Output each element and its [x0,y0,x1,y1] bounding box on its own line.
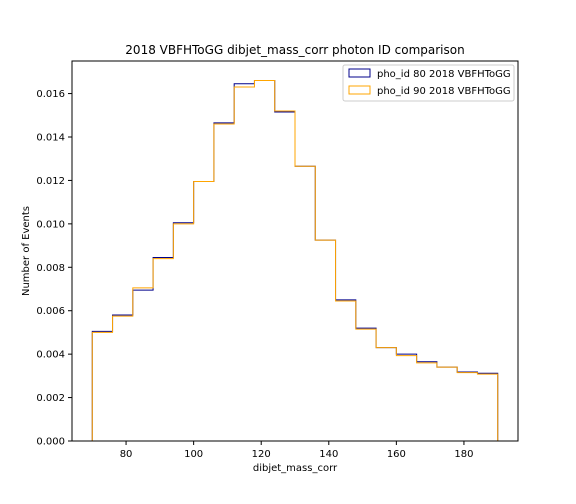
legend-label-pho-id-80: pho_id 80 2018 VBFHToGG [377,69,511,80]
histogram-series-1 [91,80,499,441]
legend-swatch-pho-id-90 [348,85,371,95]
x-tick-label: 140 [319,449,338,460]
x-tick-label: 160 [387,449,406,460]
plot-area [91,80,499,441]
y-tick-label: 0.016 [36,89,65,100]
y-tick-label: 0.014 [36,133,65,144]
x-tick-label: 100 [184,449,203,460]
axes-frame [71,60,519,442]
x-tick-label: 120 [252,449,271,460]
axis-ticks: 80 100 120 140 160 180 0.000 0.002 0.004 0.006 0.0… [36,89,473,460]
y-tick-label: 0.012 [36,176,65,187]
y-tick-label: 0.002 [36,393,65,404]
x-axis-label: dibjet_mass_corr [253,463,338,474]
y-tick-label: 0.008 [36,263,65,274]
y-tick-label: 0.010 [36,219,65,230]
y-tick-label: 0.004 [36,350,65,361]
y-axis-label: Number of Events [21,206,32,296]
legend: pho_id 80 2018 VBFHToGG pho_id 90 2018 V… [342,64,515,102]
chart-title: 2018 VBFHToGG dibjet_mass_corr photon ID… [125,43,464,57]
legend-box [342,64,515,102]
y-tick-label: 0.000 [36,437,65,448]
legend-label-pho-id-90: pho_id 90 2018 VBFHToGG [377,86,511,97]
y-tick-label: 0.006 [36,306,65,317]
x-tick-label: 180 [454,449,473,460]
legend-swatch-pho-id-80 [348,68,371,78]
x-tick-label: 80 [120,449,133,460]
